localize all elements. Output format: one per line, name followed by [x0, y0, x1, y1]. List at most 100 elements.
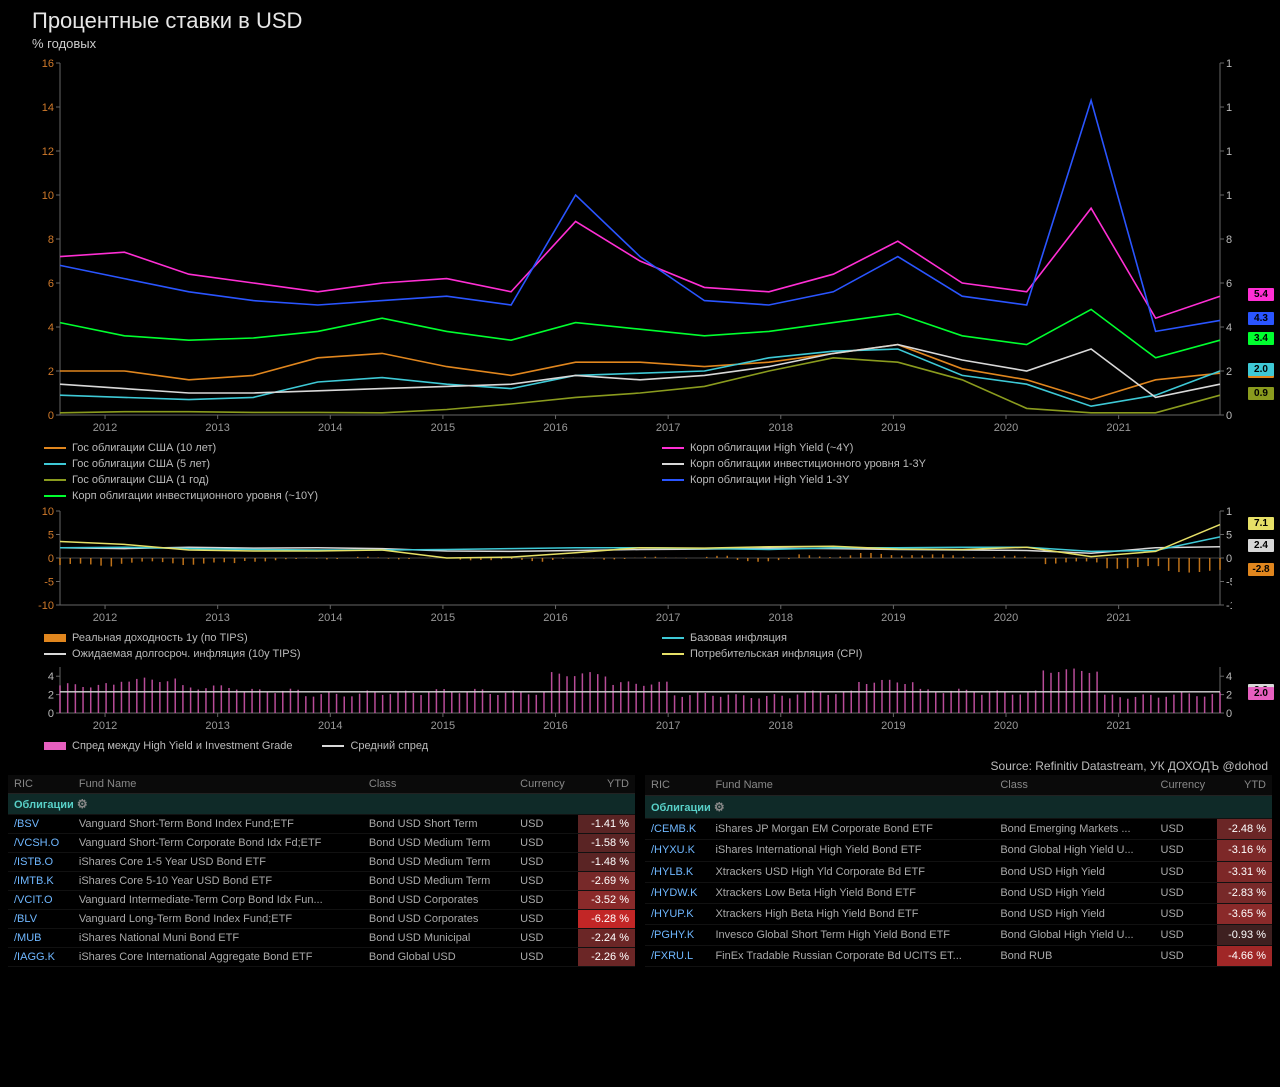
svg-text:2019: 2019 — [881, 720, 905, 732]
chart2-inflation: -10-10-5-5005510102012201320142015201620… — [32, 507, 1240, 627]
chart2-legend: Реальная доходность 1y (по TIPS) Ожидаема… — [0, 627, 1280, 665]
svg-text:2021: 2021 — [1106, 720, 1130, 732]
table-row[interactable]: /MUBiShares National Muni Bond ETFBond U… — [8, 929, 635, 948]
cell-ric[interactable]: /IMTB.K — [8, 872, 73, 891]
cell-name: Vanguard Short-Term Bond Index Fund;ETF — [73, 815, 363, 834]
th-ccy[interactable]: Currency — [1155, 775, 1217, 796]
table-section[interactable]: Облигации ⚙ — [8, 794, 635, 815]
svg-text:2021: 2021 — [1106, 422, 1130, 434]
legend-item: Ожидаемая долгосроч. инфляция (10y TIPS) — [44, 647, 662, 661]
table-row[interactable]: /VCIT.OVanguard Intermediate-Term Corp B… — [8, 891, 635, 910]
cell-ric[interactable]: /HYDW.K — [645, 882, 709, 903]
cell-ccy: USD — [514, 948, 578, 967]
cell-ric[interactable]: /PGHY.K — [645, 924, 709, 945]
legend-item: Корп облигации инвестиционного уровня (~… — [44, 489, 662, 503]
svg-text:0: 0 — [1226, 708, 1232, 720]
th-ytd[interactable]: YTD — [578, 775, 635, 794]
table-row[interactable]: /BSVVanguard Short-Term Bond Index Fund;… — [8, 815, 635, 834]
svg-text:2013: 2013 — [205, 422, 229, 434]
cell-class: Bond Emerging Markets ... — [994, 819, 1154, 840]
cell-ric[interactable]: /HYLB.K — [645, 861, 709, 882]
th-name[interactable]: Fund Name — [709, 775, 994, 796]
table-row[interactable]: /HYXU.KiShares International High Yield … — [645, 840, 1272, 861]
table-row[interactable]: /ISTB.OiShares Core 1-5 Year USD Bond ET… — [8, 853, 635, 872]
table-row[interactable]: /IMTB.KiShares Core 5-10 Year USD Bond E… — [8, 872, 635, 891]
gear-icon[interactable]: ⚙ — [77, 797, 88, 811]
svg-text:2014: 2014 — [318, 720, 342, 732]
cell-ric[interactable]: /HYXU.K — [645, 840, 709, 861]
cell-ric[interactable]: /VCSH.O — [8, 834, 73, 853]
svg-text:2018: 2018 — [769, 720, 793, 732]
table-row[interactable]: /IAGG.KiShares Core International Aggreg… — [8, 948, 635, 967]
table-section[interactable]: Облигации ⚙ — [645, 796, 1272, 819]
legend-label: Базовая инфляция — [690, 631, 787, 645]
cell-name: iShares JP Morgan EM Corporate Bond ETF — [709, 819, 994, 840]
page-title: Процентные ставки в USD — [0, 0, 1280, 36]
legend-label: Корп облигации инвестиционного уровня (~… — [72, 489, 318, 503]
cell-name: Xtrackers Low Beta High Yield Bond ETF — [709, 882, 994, 903]
svg-text:0: 0 — [48, 708, 54, 720]
legend-swatch — [44, 447, 66, 449]
th-class[interactable]: Class — [994, 775, 1154, 796]
table-row[interactable]: /HYDW.KXtrackers Low Beta High Yield Bon… — [645, 882, 1272, 903]
cell-name: iShares International High Yield Bond ET… — [709, 840, 994, 861]
chart3-legend: Спред между High Yield и Investment Grad… — [0, 735, 1280, 757]
cell-ric[interactable]: /ISTB.O — [8, 853, 73, 872]
cell-ric[interactable]: /IAGG.K — [8, 948, 73, 967]
svg-text:2013: 2013 — [205, 720, 229, 732]
th-ccy[interactable]: Currency — [514, 775, 578, 794]
svg-text:8: 8 — [1226, 234, 1232, 246]
cell-ccy: USD — [514, 891, 578, 910]
cell-ytd: -1.58 % — [578, 834, 635, 853]
svg-text:4: 4 — [48, 671, 54, 683]
legend-item: Гос облигации США (1 год) — [44, 473, 662, 487]
cell-class: Bond RUB — [994, 945, 1154, 966]
svg-text:0: 0 — [48, 553, 54, 565]
cell-ric[interactable]: /VCIT.O — [8, 891, 73, 910]
table-row[interactable]: /FXRU.LFinEx Tradable Russian Corporate … — [645, 945, 1272, 966]
svg-text:2017: 2017 — [656, 720, 680, 732]
svg-text:2016: 2016 — [543, 422, 567, 434]
svg-text:2: 2 — [48, 690, 54, 702]
table-row[interactable]: /VCSH.OVanguard Short-Term Corporate Bon… — [8, 834, 635, 853]
cell-name: Invesco Global Short Term High Yield Bon… — [709, 924, 994, 945]
th-name[interactable]: Fund Name — [73, 775, 363, 794]
table-row[interactable]: /CEMB.KiShares JP Morgan EM Corporate Bo… — [645, 819, 1272, 840]
svg-text:-10: -10 — [1226, 600, 1232, 612]
th-ytd[interactable]: YTD — [1217, 775, 1272, 796]
legend-swatch — [662, 653, 684, 655]
legend-label: Корп облигации инвестиционного уровня 1-… — [690, 457, 926, 471]
svg-text:5: 5 — [48, 530, 54, 542]
svg-text:2020: 2020 — [994, 612, 1018, 624]
cell-ytd: -2.24 % — [578, 929, 635, 948]
svg-text:10: 10 — [1226, 190, 1232, 202]
th-ric[interactable]: RIC — [645, 775, 709, 796]
cell-ric[interactable]: /CEMB.K — [645, 819, 709, 840]
cell-ccy: USD — [1155, 819, 1217, 840]
svg-text:2013: 2013 — [205, 612, 229, 624]
bond-table-right: RICFund NameClassCurrencyYTDОблигации ⚙/… — [645, 775, 1272, 967]
cell-ccy: USD — [1155, 861, 1217, 882]
cell-ric[interactable]: /HYUP.K — [645, 903, 709, 924]
cell-ytd: -2.83 % — [1217, 882, 1272, 903]
table-row[interactable]: /HYUP.KXtrackers High Beta High Yield Bo… — [645, 903, 1272, 924]
table-row[interactable]: /PGHY.KInvesco Global Short Term High Yi… — [645, 924, 1272, 945]
cell-ccy: USD — [514, 929, 578, 948]
svg-text:12: 12 — [42, 146, 54, 158]
cell-ric[interactable]: /BSV — [8, 815, 73, 834]
svg-text:2012: 2012 — [93, 720, 117, 732]
svg-text:10: 10 — [42, 190, 54, 202]
th-ric[interactable]: RIC — [8, 775, 73, 794]
cell-name: FinEx Tradable Russian Corporate Bd UCIT… — [709, 945, 994, 966]
cell-ric[interactable]: /FXRU.L — [645, 945, 709, 966]
legend-label: Реальная доходность 1y (по TIPS) — [72, 631, 248, 645]
th-class[interactable]: Class — [363, 775, 514, 794]
table-row[interactable]: /BLVVanguard Long-Term Bond Index Fund;E… — [8, 910, 635, 929]
gear-icon[interactable]: ⚙ — [714, 800, 725, 814]
svg-text:2015: 2015 — [431, 612, 455, 624]
cell-name: Xtrackers High Beta High Yield Bond ETF — [709, 903, 994, 924]
cell-ric[interactable]: /BLV — [8, 910, 73, 929]
svg-text:2012: 2012 — [93, 612, 117, 624]
cell-ric[interactable]: /MUB — [8, 929, 73, 948]
table-row[interactable]: /HYLB.KXtrackers USD High Yld Corporate … — [645, 861, 1272, 882]
